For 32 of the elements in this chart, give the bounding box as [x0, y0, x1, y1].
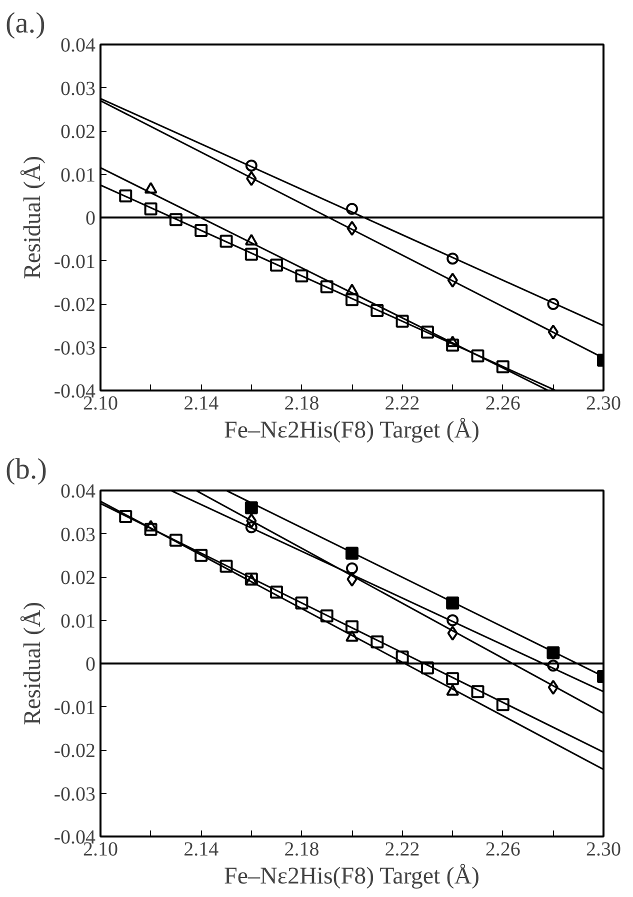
- y-tick-label: 0.03: [60, 524, 96, 546]
- y-tick-label: 0.01: [60, 164, 96, 186]
- y-tick-label: 0.01: [60, 610, 96, 632]
- y-tick-label: -0.03: [54, 337, 96, 360]
- y-axis-title: Residual (Å): [20, 156, 46, 280]
- x-tick-label: 2.30: [586, 392, 621, 414]
- x-tick-label: 2.26: [485, 838, 520, 860]
- x-tick-label: 2.18: [284, 838, 320, 860]
- y-axis-title: Residual (Å): [20, 602, 46, 726]
- y-tick-label: -0.02: [54, 740, 96, 762]
- x-tick-label: 2.22: [384, 838, 420, 860]
- x-tick-label: 2.14: [184, 838, 219, 860]
- y-tick-label: 0: [86, 654, 96, 676]
- y-tick-label: -0.01: [54, 696, 96, 719]
- x-axis-title: Fe–Nε2His(F8) Target (Å): [224, 864, 480, 890]
- y-tick-label: 0: [86, 208, 96, 230]
- x-tick-label: 2.22: [384, 392, 420, 414]
- x-tick-label: 2.30: [586, 838, 621, 860]
- x-tick-label: 2.18: [284, 392, 320, 414]
- x-tick-label: 2.26: [485, 392, 520, 414]
- y-tick-label: -0.02: [54, 294, 96, 316]
- y-tick-label: 0.04: [60, 480, 96, 502]
- chart-title: (b.): [6, 454, 48, 486]
- y-tick-label: 0.04: [60, 34, 96, 56]
- y-tick-label: 0.02: [60, 121, 96, 143]
- x-tick-label: 2.14: [184, 392, 219, 414]
- y-tick-label: 0.02: [60, 567, 96, 589]
- chart-title: (a.): [6, 8, 46, 40]
- x-axis-title: Fe–Nε2His(F8) Target (Å): [224, 418, 480, 444]
- y-tick-label: -0.01: [54, 250, 96, 273]
- y-tick-label: -0.03: [54, 783, 96, 806]
- y-tick-label: 0.03: [60, 78, 96, 100]
